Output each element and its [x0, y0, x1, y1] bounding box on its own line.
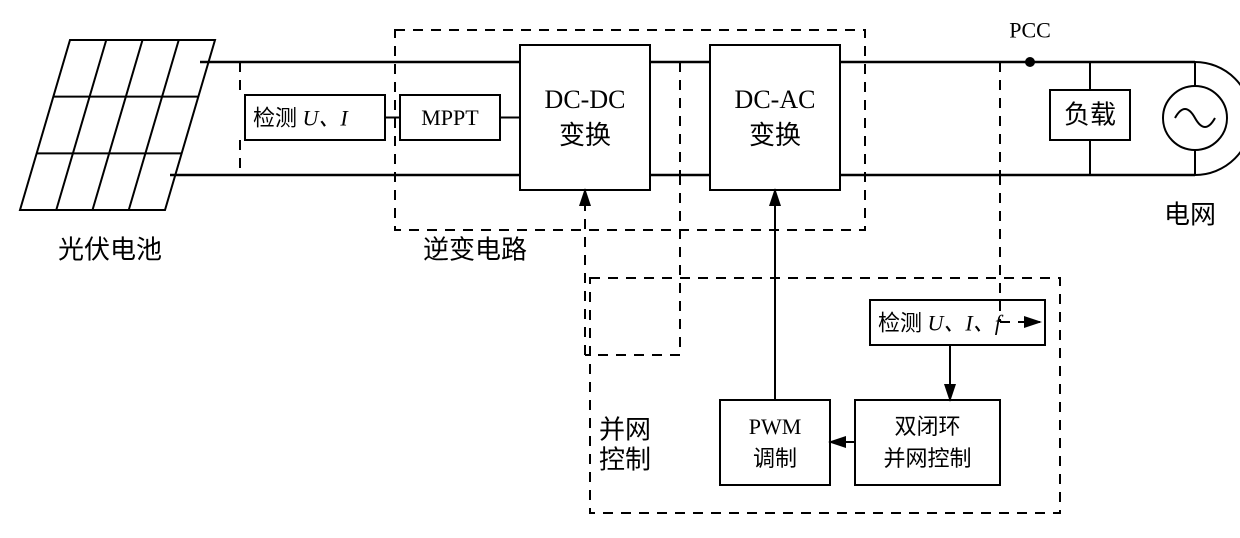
svg-text:负载: 负载: [1064, 101, 1116, 130]
dcac-box: [710, 45, 840, 190]
dcdc-box: [520, 45, 650, 190]
svg-text:PWM: PWM: [749, 414, 802, 439]
pcc-node: [1025, 57, 1035, 67]
dual-loop-box: [855, 400, 1000, 485]
svg-text:双闭环: 双闭环: [894, 414, 960, 439]
detect-uif-label: 检测 U、I、f: [878, 310, 1004, 335]
svg-text:调制: 调制: [753, 446, 797, 471]
svg-text:并网: 并网: [599, 416, 651, 445]
svg-text:DC-AC: DC-AC: [735, 85, 816, 114]
svg-text:并网控制: 并网控制: [883, 446, 971, 471]
svg-text:变换: 变换: [559, 121, 611, 150]
svg-text:电网: 电网: [1164, 201, 1216, 230]
svg-text:变换: 变换: [749, 121, 801, 150]
svg-text:PCC: PCC: [1009, 18, 1051, 43]
svg-text:光伏电池: 光伏电池: [58, 236, 162, 265]
svg-text:逆变电路: 逆变电路: [423, 236, 527, 265]
svg-text:DC-DC: DC-DC: [545, 85, 626, 114]
svg-text:MPPT: MPPT: [421, 105, 479, 130]
pwm-box: [720, 400, 830, 485]
svg-text:控制: 控制: [599, 446, 651, 475]
detect-ui-label: 检测 U、I: [253, 105, 349, 130]
